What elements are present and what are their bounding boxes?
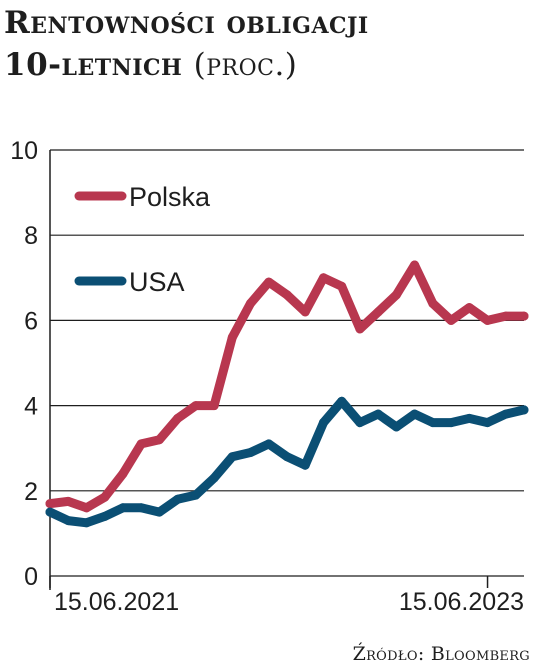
data-point-polska-9 bbox=[209, 401, 219, 411]
legend-label-usa: USA bbox=[129, 267, 185, 297]
data-point-polska-17 bbox=[355, 324, 365, 334]
data-point-usa-12 bbox=[264, 439, 274, 449]
title-line-2-text: 10-letnich bbox=[4, 47, 183, 83]
data-point-usa-1 bbox=[63, 516, 73, 526]
data-point-usa-13 bbox=[282, 452, 292, 462]
data-point-usa-10 bbox=[227, 452, 237, 462]
data-point-usa-0 bbox=[45, 507, 55, 517]
data-point-polska-5 bbox=[136, 439, 146, 449]
data-point-polska-24 bbox=[483, 315, 492, 325]
data-point-polska-20 bbox=[410, 260, 420, 270]
data-point-usa-8 bbox=[191, 490, 201, 500]
data-point-usa-26 bbox=[519, 405, 529, 415]
y-tick-label-6: 6 bbox=[24, 307, 38, 335]
data-point-usa-2 bbox=[82, 518, 91, 528]
data-point-polska-22 bbox=[446, 315, 456, 325]
data-point-usa-18 bbox=[373, 409, 383, 419]
data-point-usa-14 bbox=[300, 460, 310, 470]
series-lines bbox=[45, 260, 529, 528]
x-axis: 15.06.2021 15.06.2023 bbox=[49, 576, 524, 616]
data-point-polska-26 bbox=[519, 311, 529, 321]
data-point-usa-25 bbox=[501, 409, 511, 419]
data-point-polska-1 bbox=[63, 496, 73, 506]
x-tick-label-1: 15.06.2023 bbox=[399, 588, 524, 616]
data-point-polska-16 bbox=[337, 281, 347, 291]
title-unit: (proc.) bbox=[193, 47, 298, 83]
data-point-polska-6 bbox=[154, 435, 164, 445]
data-point-usa-17 bbox=[355, 418, 365, 428]
data-point-polska-10 bbox=[227, 332, 237, 342]
data-point-usa-23 bbox=[464, 413, 474, 423]
data-point-usa-19 bbox=[391, 422, 401, 432]
data-point-usa-16 bbox=[337, 396, 347, 406]
gridlines bbox=[49, 149, 524, 590]
y-axis-ticks: 0 2 4 6 8 10 bbox=[10, 137, 38, 591]
source-note: Źródło: Bloomberg bbox=[352, 643, 530, 665]
title-line-1: Rentowności obligacji bbox=[4, 5, 369, 41]
legend: Polska USA bbox=[74, 182, 211, 297]
y-tick-label-2: 2 bbox=[24, 478, 38, 506]
data-point-polska-23 bbox=[464, 303, 474, 313]
data-point-usa-6 bbox=[154, 507, 164, 517]
data-point-polska-12 bbox=[264, 277, 274, 287]
data-point-usa-11 bbox=[246, 448, 255, 457]
data-point-polska-2 bbox=[82, 503, 91, 513]
data-point-usa-7 bbox=[173, 494, 183, 504]
data-point-usa-3 bbox=[100, 511, 110, 521]
y-tick-label-8: 8 bbox=[24, 222, 38, 250]
data-point-polska-3 bbox=[100, 492, 110, 502]
x-tick-label-0: 15.06.2021 bbox=[54, 588, 179, 616]
y-tick-label-0: 0 bbox=[24, 563, 38, 591]
legend-label-polska: Polska bbox=[129, 182, 211, 212]
data-point-usa-22 bbox=[446, 418, 456, 428]
data-point-usa-4 bbox=[118, 503, 128, 513]
data-point-polska-19 bbox=[391, 290, 401, 300]
data-point-polska-0 bbox=[45, 499, 55, 509]
data-point-polska-4 bbox=[118, 469, 128, 479]
data-point-polska-21 bbox=[428, 298, 438, 308]
data-point-usa-24 bbox=[483, 418, 492, 428]
data-point-polska-14 bbox=[300, 307, 310, 317]
data-point-polska-18 bbox=[373, 307, 383, 317]
title-line-2: 10-letnich (proc.) bbox=[4, 44, 532, 86]
data-point-usa-20 bbox=[410, 409, 420, 419]
data-point-polska-11 bbox=[246, 298, 255, 308]
data-point-polska-8 bbox=[191, 401, 201, 411]
data-point-polska-13 bbox=[282, 290, 292, 300]
data-point-polska-25 bbox=[501, 311, 511, 321]
chart-title: Rentowności obligacji 10-letnich (proc.) bbox=[4, 2, 532, 86]
data-point-usa-21 bbox=[428, 418, 438, 428]
data-point-usa-9 bbox=[209, 473, 219, 483]
y-tick-label-4: 4 bbox=[24, 393, 38, 421]
data-point-usa-15 bbox=[319, 418, 328, 428]
data-point-polska-7 bbox=[173, 413, 183, 423]
y-tick-label-10: 10 bbox=[10, 137, 38, 165]
data-point-polska-15 bbox=[319, 273, 328, 283]
data-point-usa-5 bbox=[136, 503, 146, 513]
